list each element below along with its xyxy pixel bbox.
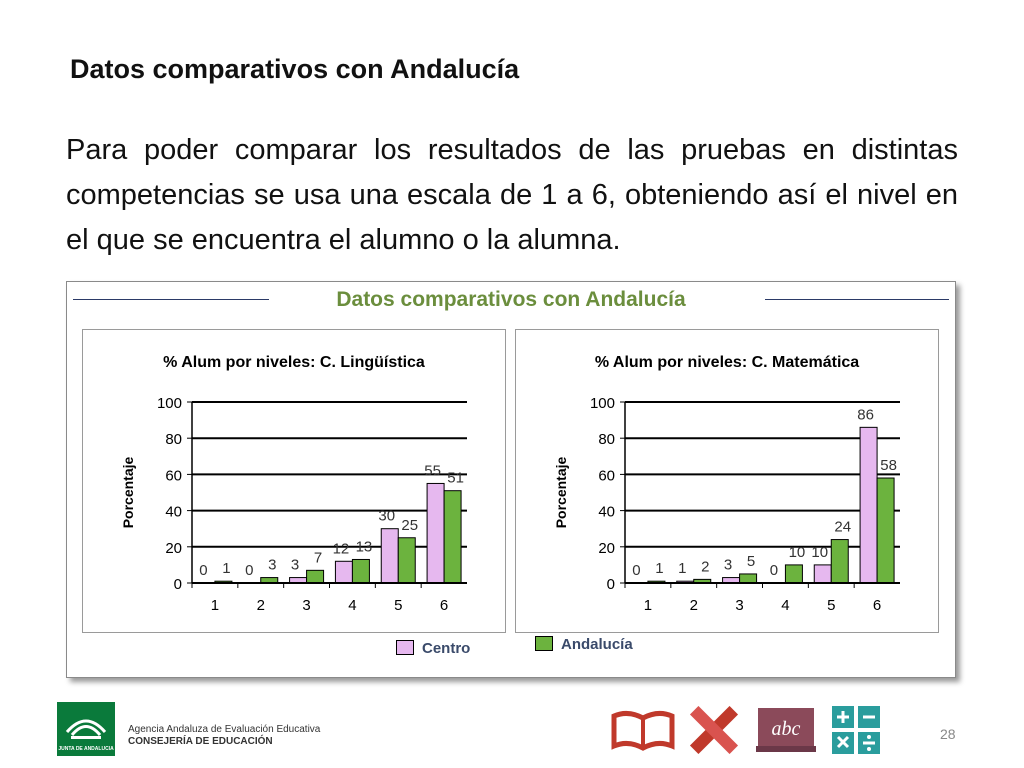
x-tick-label: 4 [348, 597, 356, 614]
data-label: 1 [655, 560, 663, 577]
junta-logo: JUNTA DE ANDALUCIA [57, 702, 115, 756]
bar-andaluca-6 [443, 490, 462, 584]
bar-andaluca-5 [397, 537, 416, 584]
page-number: 28 [940, 726, 956, 742]
data-label: 3 [291, 557, 299, 574]
y-axis-label: Porcentaje [120, 456, 136, 528]
y-tick-label: 40 [165, 504, 182, 521]
figure-title: Datos comparativos con Andalucía [67, 288, 955, 312]
agency-line2: CONSEJERÍA DE EDUCACIÓN [128, 736, 273, 747]
data-label: 86 [857, 406, 874, 423]
chart-panel-linguistica: % Alum por niveles: C. Lingüística Porcen… [82, 329, 506, 633]
bar-centro-6 [859, 426, 878, 584]
junta-logo-icon: JUNTA DE ANDALUCIA [58, 719, 114, 752]
legend-label-centro: Centro [422, 640, 471, 657]
x-tick-label: 3 [735, 597, 743, 614]
data-label: 0 [770, 562, 778, 579]
bar-andaluca-4 [351, 558, 370, 584]
x-tick-label: 5 [394, 597, 402, 614]
data-label: 51 [447, 470, 464, 487]
chart-panel-matematica: % Alum por niveles: C. Matemática Porcent… [515, 329, 939, 633]
x-tick-label: 6 [440, 597, 448, 614]
figure-title-text: Datos comparativos con Andalucía [330, 288, 692, 311]
pencil-ruler-icon [689, 706, 739, 754]
chart-linguistica: % Alum por niveles: C. Lingüística Porcen… [120, 354, 467, 614]
x-tick-label: 2 [690, 597, 698, 614]
frame-line-right [765, 299, 949, 300]
abc-board-icon: abc [756, 708, 816, 752]
y-tick-label: 40 [598, 504, 615, 521]
legend-label-andalucia: Andalucía [561, 636, 633, 653]
legend-swatch-centro [396, 640, 414, 655]
bar-andaluca-5 [830, 539, 849, 584]
data-label: 3 [724, 557, 732, 574]
y-tick-label: 0 [174, 576, 182, 593]
bar-centro-5 [380, 528, 399, 584]
data-label: 25 [401, 517, 418, 534]
data-label: 1 [222, 560, 230, 577]
legend-andalucia: Andalucía [535, 636, 633, 656]
data-label: 30 [378, 508, 395, 525]
legend-centro: Centro [396, 640, 470, 660]
bar-andaluca-3 [306, 569, 325, 584]
x-tick-label: 3 [302, 597, 310, 614]
data-label: 10 [789, 544, 806, 561]
y-tick-label: 0 [607, 576, 615, 593]
data-label: 1 [678, 560, 686, 577]
y-tick-label: 100 [590, 395, 615, 412]
chart-matematica: % Alum por niveles: C. Matemática Porcent… [553, 354, 900, 614]
data-label: 0 [245, 562, 253, 579]
y-tick-label: 20 [598, 540, 615, 557]
y-tick-label: 80 [598, 431, 615, 448]
x-tick-label: 2 [257, 597, 265, 614]
y-axis-label: Porcentaje [553, 456, 569, 528]
x-tick-label: 1 [211, 597, 219, 614]
bar-centro-5 [813, 564, 832, 584]
x-tick-label: 6 [873, 597, 881, 614]
bar-andaluca-6 [876, 477, 895, 584]
figure-frame: Datos comparativos con Andalucía % Alum … [66, 281, 956, 678]
agency-line1: Agencia Andaluza de Evaluación Educativa [128, 724, 321, 735]
x-tick-label: 5 [827, 597, 835, 614]
bar-centro-6 [426, 482, 445, 584]
data-label: 0 [199, 562, 207, 579]
data-label: 24 [834, 519, 851, 536]
y-tick-label: 100 [157, 395, 182, 412]
legend-swatch-andalucia [535, 636, 553, 651]
data-label: 3 [268, 557, 276, 574]
x-tick-label: 1 [644, 597, 652, 614]
data-label: 13 [356, 538, 373, 555]
slide-title: Datos comparativos con Andalucía [70, 54, 520, 84]
y-tick-label: 20 [165, 540, 182, 557]
bar-centro-4 [334, 560, 353, 584]
chart-title: % Alum por niveles: C. Matemática [595, 354, 859, 371]
book-icon [611, 710, 675, 751]
calculator-icon [832, 706, 880, 754]
agency-text: Agencia Andaluza de Evaluación Educativa… [128, 724, 320, 747]
data-label: 2 [701, 558, 709, 575]
data-label: 58 [880, 457, 897, 474]
y-tick-label: 60 [165, 467, 182, 484]
frame-line-left [73, 299, 269, 300]
data-label: 5 [747, 553, 755, 570]
chart-title: % Alum por niveles: C. Lingüística [163, 354, 425, 371]
y-tick-label: 60 [598, 467, 615, 484]
x-tick-label: 4 [781, 597, 789, 614]
bar-andaluca-3 [739, 573, 758, 584]
bar-andaluca-4 [784, 564, 803, 584]
body-text: Para poder comparar los resultados de la… [66, 134, 958, 256]
data-label: 12 [333, 540, 350, 557]
svg-text:abc: abc [772, 718, 801, 740]
data-label: 55 [424, 462, 441, 479]
y-tick-label: 80 [165, 431, 182, 448]
junta-logo-text: JUNTA DE ANDALUCIA [58, 746, 114, 752]
data-label: 0 [632, 562, 640, 579]
data-label: 7 [314, 549, 322, 566]
data-label: 10 [811, 544, 828, 561]
